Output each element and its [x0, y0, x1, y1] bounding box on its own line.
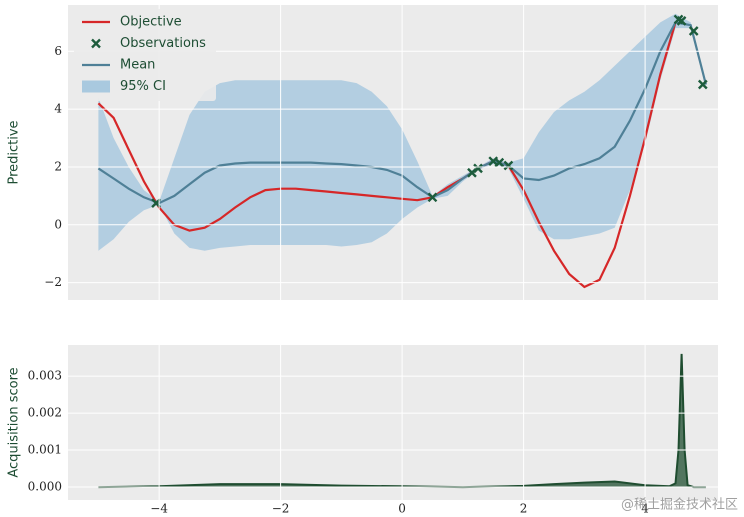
- legend-swatch: [82, 80, 110, 93]
- y-tick-label: 0.003: [28, 369, 62, 383]
- legend-label: Objective: [120, 15, 182, 30]
- legend-swatch: [91, 38, 101, 49]
- y-tick-label: 0.002: [28, 406, 62, 420]
- x-tick-label: 0: [398, 502, 406, 516]
- observation: [467, 167, 477, 178]
- y-tick-label: −2: [44, 275, 62, 289]
- y-tick-label: 4: [54, 102, 62, 116]
- y-tick-label: 0.001: [28, 443, 62, 457]
- observation: [697, 79, 708, 90]
- observation: [494, 157, 505, 168]
- y-tick-label: 2: [54, 159, 62, 173]
- x-tick-label: −2: [272, 502, 290, 516]
- legend-label: Observations: [120, 36, 206, 51]
- y-tick-label: 6: [54, 44, 62, 58]
- plot-area: [98, 353, 706, 489]
- y-tick-label: 0.000: [28, 480, 62, 494]
- observation: [676, 16, 687, 26]
- y-axis-label: Acquisition score: [7, 367, 22, 477]
- x-tick-label: 2: [520, 502, 528, 516]
- x-tick-label: −4: [150, 502, 168, 516]
- plot-background: [68, 345, 718, 500]
- observation: [427, 192, 438, 203]
- observation: [688, 26, 699, 36]
- acquisition-line: [98, 353, 706, 489]
- x-tick-label: 4: [641, 502, 649, 516]
- legend-box: [74, 9, 216, 101]
- legend-label: 95% CI: [120, 79, 166, 94]
- y-axis-label: Predictive: [7, 120, 22, 184]
- legend-label: Mean: [120, 58, 155, 73]
- watermark: @稀土掘金技术社区: [621, 497, 738, 513]
- y-tick-label: 0: [54, 217, 62, 231]
- observation: [473, 163, 483, 174]
- observation: [503, 160, 514, 171]
